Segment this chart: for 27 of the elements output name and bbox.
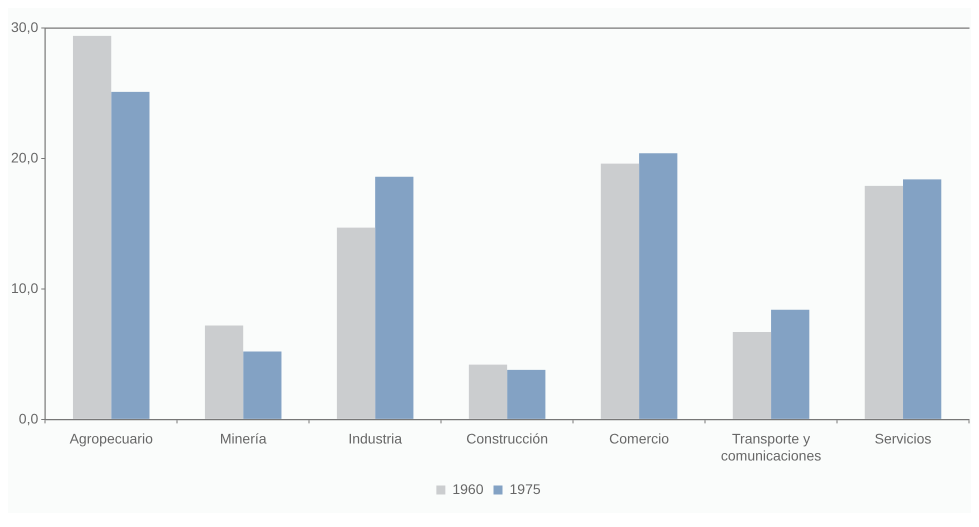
bar xyxy=(468,364,508,419)
legend-label: 1960 xyxy=(452,480,484,497)
bar xyxy=(903,179,942,419)
x-tick-label: Construcción xyxy=(466,430,548,447)
bar xyxy=(864,186,904,419)
bar xyxy=(204,325,244,419)
bar xyxy=(336,228,376,419)
x-tick-label: Servicios xyxy=(874,430,932,447)
bar xyxy=(243,352,282,419)
bar xyxy=(771,310,810,419)
legend-label: 1975 xyxy=(510,480,541,497)
x-tick-label: Minería xyxy=(220,430,267,447)
y-tick-label: 10,0 xyxy=(11,280,38,296)
bar xyxy=(72,36,112,419)
x-tick-label: Comercio xyxy=(609,430,670,447)
x-tick-label: Industria xyxy=(348,430,402,447)
bar xyxy=(507,370,546,419)
x-tick-label: Agropecuario xyxy=(70,430,154,447)
y-tick-label: 0,0 xyxy=(18,410,38,426)
bar xyxy=(111,92,150,419)
bar xyxy=(375,176,414,419)
bar xyxy=(639,153,678,419)
bar xyxy=(732,332,772,419)
bar xyxy=(600,164,640,419)
y-tick-label: 30,0 xyxy=(11,18,38,35)
x-tick-label: Transporte y comunicaciones xyxy=(720,430,822,464)
y-tick-label: 20,0 xyxy=(11,149,38,166)
